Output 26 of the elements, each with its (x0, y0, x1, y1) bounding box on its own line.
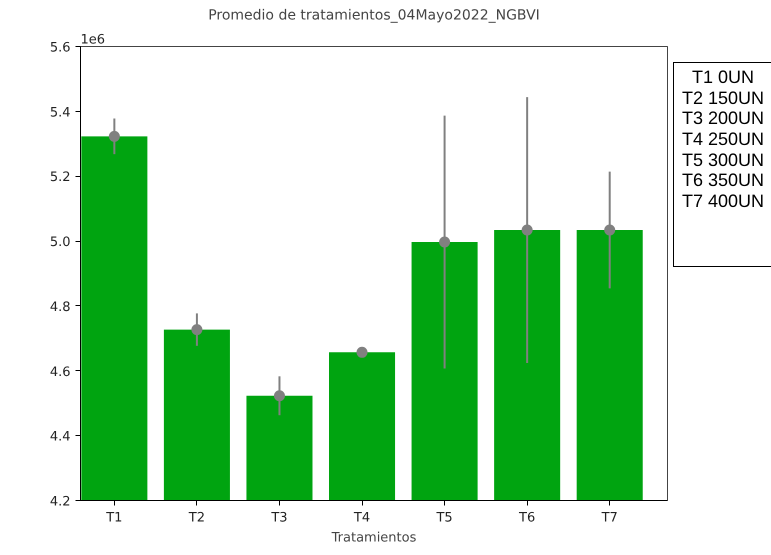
text: T4 250UN (682, 129, 764, 150)
text: T6 350UN (682, 170, 764, 192)
text: T3 200UN (682, 108, 764, 130)
y-tick-label: 5.4 (50, 105, 71, 120)
x-tick-label: T2 (188, 510, 206, 526)
y-tick-label: 4.6 (50, 364, 71, 380)
text: T2 150UN (682, 88, 764, 108)
text: T5 300UN (682, 150, 764, 170)
y-tick-label: 5.6 (50, 40, 71, 56)
point (356, 346, 368, 358)
text: T7 400UN (682, 191, 764, 212)
x-axis-title: Tratamientos (330, 530, 417, 546)
y-tick-label: 4.2 (50, 494, 71, 510)
x-tick-label: T7 (600, 510, 618, 526)
x-tick-label: T3 (270, 510, 288, 526)
x-tick-label: T1 (105, 510, 122, 526)
y-tick-label: 5.0 (50, 235, 71, 250)
y-tick-label: 4.8 (50, 300, 71, 315)
chart-title: Promedio de tratamientos_04Mayo2022_NGBVI (208, 8, 540, 24)
x-tick-label: T4 (352, 510, 370, 526)
x-tick-label: T5 (435, 510, 453, 526)
y-tick-label: 5.2 (50, 170, 71, 186)
x-tick-label: T6 (518, 510, 536, 526)
y-tick-label: 4.4 (50, 430, 71, 445)
annotation: 1e6 (80, 32, 106, 48)
text: T1 0UN (690, 67, 755, 88)
